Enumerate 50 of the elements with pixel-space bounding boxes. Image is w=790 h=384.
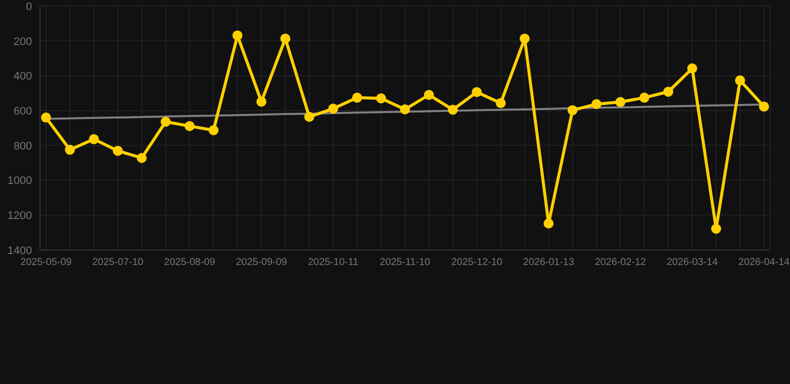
x-tick-label: 2026-03-14 <box>666 257 718 268</box>
point <box>232 30 242 40</box>
point <box>328 104 338 114</box>
point <box>208 125 219 136</box>
point <box>759 102 769 112</box>
y-tick-label: 1000 <box>8 175 32 188</box>
point <box>424 90 434 100</box>
point <box>591 99 602 110</box>
point <box>544 218 554 229</box>
point <box>496 98 506 108</box>
y-tick-label: 0 <box>26 0 32 13</box>
y-tick-label: 800 <box>14 140 32 152</box>
point <box>376 93 386 104</box>
point <box>136 152 147 163</box>
point <box>448 104 458 115</box>
y-tick-label: 1400 <box>8 244 32 257</box>
x-tick-label: 2025-11-10 <box>380 257 431 268</box>
point <box>88 134 99 144</box>
point <box>41 112 51 123</box>
point <box>184 121 195 132</box>
point <box>64 144 75 155</box>
x-tick-label: 2026-01-13 <box>523 257 575 268</box>
point <box>352 92 362 103</box>
point <box>256 96 266 107</box>
point <box>687 63 698 74</box>
y-tick-label: 400 <box>14 70 32 83</box>
x-tick-label: 2025-08-09 <box>164 257 216 268</box>
point <box>568 105 578 116</box>
x-tick-label: 2025-10-11 <box>308 257 359 268</box>
y-tick-label: 600 <box>14 105 32 118</box>
x-tick-label: 2025-07-10 <box>92 257 144 268</box>
point <box>112 146 123 156</box>
point <box>615 97 626 108</box>
x-tick-label: 2026-02-12 <box>594 257 646 268</box>
x-tick-label: 2025-09-09 <box>236 257 288 268</box>
y-tick-label: 1200 <box>8 210 32 222</box>
x-tick-label: 2025-12-10 <box>451 257 503 268</box>
point <box>472 87 482 98</box>
y-tick-label: 200 <box>14 36 32 48</box>
point <box>735 75 746 86</box>
point <box>280 34 290 44</box>
point <box>304 112 314 122</box>
point <box>160 116 171 127</box>
x-tick-label: 2026-04-14 <box>738 257 790 268</box>
point <box>711 224 722 234</box>
point <box>400 104 410 114</box>
x-tick-label: 2025-05-09 <box>20 257 72 268</box>
point <box>663 86 674 97</box>
point <box>520 34 530 44</box>
point <box>639 92 650 103</box>
